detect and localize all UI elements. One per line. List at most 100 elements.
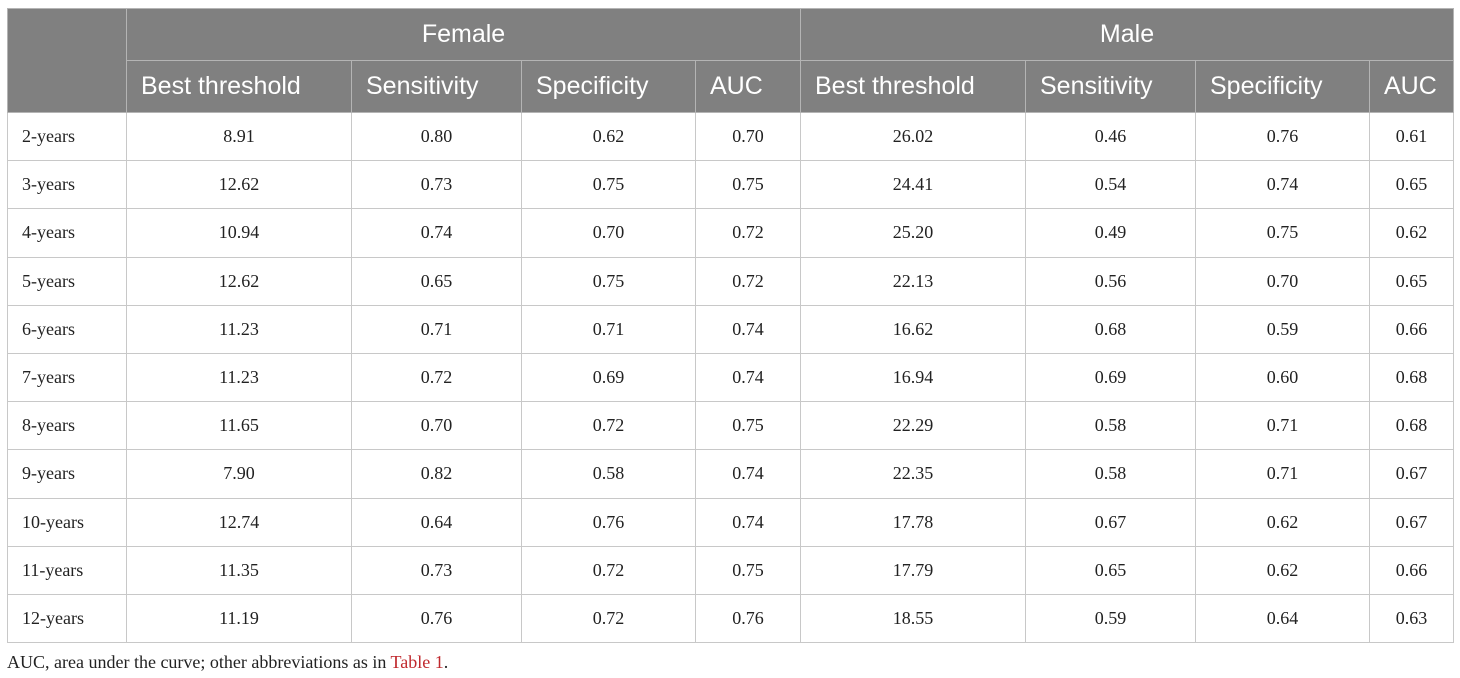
table-cell: 0.74 (351, 208, 522, 258)
table-cell: 22.13 (800, 256, 1026, 306)
table-cell: 0.75 (521, 256, 696, 306)
table-cell: 0.72 (521, 545, 696, 595)
table-cell: 0.67 (1369, 449, 1454, 499)
table-cell: 0.58 (1025, 401, 1196, 451)
table-cell: 11.23 (126, 304, 352, 354)
table-cell: 0.74 (1195, 160, 1370, 210)
table-cell: 0.72 (695, 208, 801, 258)
row-label: 4-years (7, 208, 127, 258)
table-cell: 8.91 (126, 111, 352, 162)
male-specificity-header: Specificity (1195, 60, 1370, 113)
table-cell: 0.70 (1195, 256, 1370, 306)
table-cell: 17.79 (800, 545, 1026, 595)
table-cell: 0.63 (1369, 593, 1454, 644)
table-cell: 0.73 (351, 545, 522, 595)
table-cell: 11.23 (126, 352, 352, 403)
table-cell: 16.94 (800, 352, 1026, 403)
results-table: Female Male Best threshold Sensitivity S… (7, 8, 1454, 644)
table-cell: 0.62 (521, 111, 696, 162)
table-cell: 0.65 (1025, 545, 1196, 595)
table-row: 3-years 12.62 0.73 0.75 0.75 24.41 0.54 0.74 0.6… (7, 160, 1454, 210)
table-cell: 11.65 (126, 401, 352, 451)
female-auc-header: AUC (695, 60, 801, 113)
table-cell: 0.64 (1195, 593, 1370, 644)
female-group-header: Female (126, 8, 801, 61)
table-cell: 22.29 (800, 401, 1026, 451)
row-label: 6-years (7, 304, 127, 354)
table-cell: 0.65 (351, 256, 522, 306)
table-cell: 0.59 (1195, 304, 1370, 354)
table-row: 8-years 11.65 0.70 0.72 0.75 22.29 0.58 0.71 0.6… (7, 401, 1454, 451)
table-cell: 12.62 (126, 160, 352, 210)
table-cell: 7.90 (126, 449, 352, 499)
table-cell: 0.75 (695, 160, 801, 210)
table-cell: 0.62 (1195, 545, 1370, 595)
table-cell: 0.49 (1025, 208, 1196, 258)
table-cell: 12.62 (126, 256, 352, 306)
table-row: 11-years 11.35 0.73 0.72 0.75 17.79 0.65 0.62 0.… (7, 545, 1454, 595)
row-label: 8-years (7, 401, 127, 451)
table-cell: 17.78 (800, 497, 1026, 547)
female-specificity-header: Specificity (521, 60, 696, 113)
table-cell: 0.76 (351, 593, 522, 644)
table-cell: 0.75 (1195, 208, 1370, 258)
table-footnote: AUC, area under the curve; other abbrevi… (7, 652, 448, 673)
table-row: 6-years 11.23 0.71 0.71 0.74 16.62 0.68 0.59 0.6… (7, 304, 1454, 354)
female-best-threshold-header: Best threshold (126, 60, 352, 113)
table-cell: 0.56 (1025, 256, 1196, 306)
table-cell: 0.70 (351, 401, 522, 451)
table-cell: 0.68 (1025, 304, 1196, 354)
empty-corner-header (7, 8, 127, 113)
table-cell: 0.72 (521, 401, 696, 451)
table-cell: 0.69 (1025, 352, 1196, 403)
table-cell: 0.71 (1195, 401, 1370, 451)
table-cell: 0.71 (521, 304, 696, 354)
table-cell: 0.64 (351, 497, 522, 547)
table-row: 9-years 7.90 0.82 0.58 0.74 22.35 0.58 0.71 0.67 (7, 449, 1454, 499)
table-cell: 24.41 (800, 160, 1026, 210)
table-cell: 0.72 (695, 256, 801, 306)
table-row: 7-years 11.23 0.72 0.69 0.74 16.94 0.69 0.60 0.6… (7, 352, 1454, 403)
table-cell: 0.58 (1025, 449, 1196, 499)
table-cell: 18.55 (800, 593, 1026, 644)
table-cell: 0.72 (351, 352, 522, 403)
table-cell: 0.69 (521, 352, 696, 403)
table-cell: 0.74 (695, 449, 801, 499)
table-cell: 0.68 (1369, 401, 1454, 451)
table-cell: 16.62 (800, 304, 1026, 354)
table-cell: 0.66 (1369, 545, 1454, 595)
footnote-end: . (443, 652, 449, 672)
table-cell: 0.62 (1195, 497, 1370, 547)
female-sensitivity-header: Sensitivity (351, 60, 522, 113)
row-label: 9-years (7, 449, 127, 499)
row-label: 3-years (7, 160, 127, 210)
table-cell: 25.20 (800, 208, 1026, 258)
table-cell: 12.74 (126, 497, 352, 547)
table-cell: 0.59 (1025, 593, 1196, 644)
table-cell: 0.54 (1025, 160, 1196, 210)
male-group-header: Male (800, 8, 1454, 61)
table-cell: 0.58 (521, 449, 696, 499)
table-cell: 0.75 (695, 545, 801, 595)
table-cell: 0.60 (1195, 352, 1370, 403)
table-cell: 0.62 (1369, 208, 1454, 258)
table-cell: 0.73 (351, 160, 522, 210)
table-cell: 0.76 (695, 593, 801, 644)
table-cell: 0.46 (1025, 111, 1196, 162)
footnote-text: AUC, area under the curve; other abbrevi… (7, 652, 391, 672)
table-cell: 11.35 (126, 545, 352, 595)
row-label: 11-years (7, 545, 127, 595)
column-header-row: Best threshold Sensitivity Specificity A… (8, 60, 1454, 113)
table-cell: 26.02 (800, 111, 1026, 162)
table-1-link[interactable]: Table 1 (390, 652, 444, 672)
group-header-row: Female Male (7, 8, 1454, 113)
table-cell: 0.75 (695, 401, 801, 451)
table-cell: 0.75 (521, 160, 696, 210)
table-cell: 0.80 (351, 111, 522, 162)
table-row: 5-years 12.62 0.65 0.75 0.72 22.13 0.56 0.70 0.6… (7, 256, 1454, 306)
table-row: 2-years 8.91 0.80 0.62 0.70 26.02 0.46 0.76 0.61 (7, 111, 1454, 162)
table-cell: 0.67 (1025, 497, 1196, 547)
table-cell: 0.65 (1369, 160, 1454, 210)
table-cell: 0.72 (521, 593, 696, 644)
row-label: 10-years (7, 497, 127, 547)
